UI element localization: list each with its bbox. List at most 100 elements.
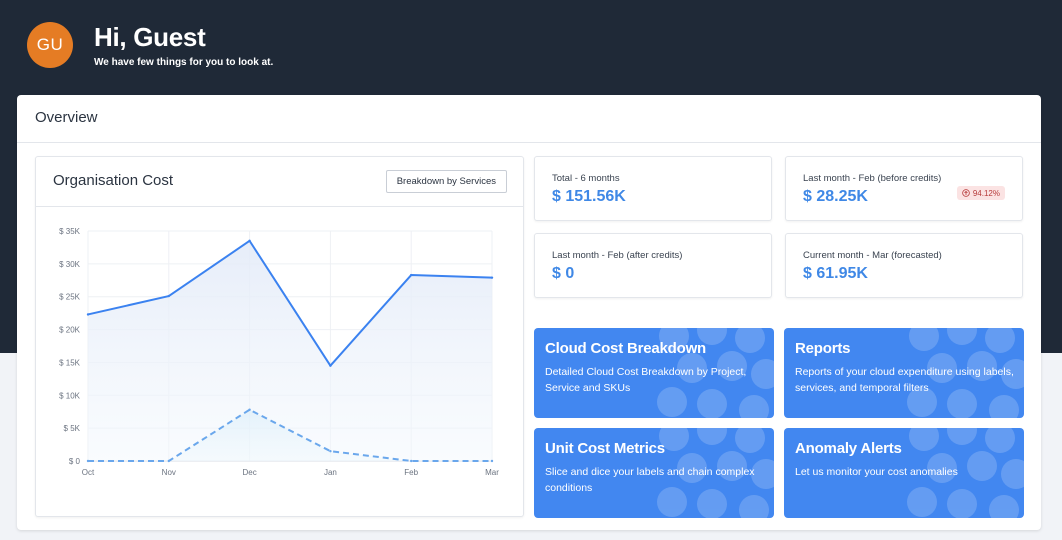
stat-value: $ 151.56K [552,188,626,205]
y-tick-label: $ 25K [59,293,81,302]
data-point [329,449,332,453]
tile-description: Let us monitor your cost anomalies [795,466,958,478]
tile-anomaly-alerts[interactable]: Anomaly Alerts Let us monitor your cost … [784,428,1024,518]
y-tick-label: $ 10K [59,391,81,400]
x-tick-label: Jan [324,468,337,477]
stat-current-month-forecast: Current month - Mar (forecasted) $ 61.95… [785,233,1023,298]
greeting-subtitle: We have few things for you to look at. [94,57,274,68]
data-point [329,364,332,367]
data-point [86,313,90,316]
tile-reports[interactable]: Reports Reports of your cloud expenditur… [784,328,1024,418]
pattern-circle [1001,459,1024,489]
stat-value: $ 61.95K [803,265,868,282]
x-tick-label: Dec [242,468,256,477]
tile-description: Slice and dice your labels and chain com… [545,466,755,494]
pattern-circle [657,387,687,417]
x-tick-label: Nov [162,468,176,477]
stat-last-month-before-credits: Last month - Feb (before credits) $ 28.2… [785,156,1023,221]
pattern-circle [947,428,977,445]
stat-value: $ 0 [552,265,575,282]
data-point [490,459,494,463]
pattern-circle [697,489,727,518]
pattern-circle [947,389,977,418]
pattern-circle [927,453,957,483]
pattern-circle [697,389,727,418]
pattern-circle [907,487,937,517]
pattern-circle [717,351,747,381]
pattern-circle [697,428,727,445]
avatar[interactable]: GU [27,22,73,68]
pattern-circle [989,495,1019,518]
stat-label: Last month - Feb (before credits) [803,173,942,184]
tile-unit-cost-metrics[interactable]: Unit Cost Metrics Slice and dice your la… [534,428,774,518]
pattern-circle [967,451,997,481]
y-tick-label: $ 15K [59,358,81,367]
pattern-circle [659,428,689,451]
arrow-up-circle-icon [962,189,970,197]
organisation-cost-card: Organisation Cost Breakdown by Services … [35,156,524,517]
overview-panel: Overview Organisation Cost Breakdown by … [17,95,1041,530]
tile-description: Detailed Cloud Cost Breakdown by Project… [545,366,747,394]
tile-title: Anomaly Alerts [795,440,902,457]
pattern-circle [985,328,1015,353]
x-tick-label: Oct [82,468,95,477]
pattern-circle [659,328,689,351]
data-point [248,408,251,411]
data-point [248,239,251,243]
x-tick-label: Mar [485,468,499,477]
tile-title: Reports [795,340,851,357]
pattern-circle [751,359,774,389]
pattern-circle [657,487,687,517]
tile-title: Cloud Cost Breakdown [545,340,707,357]
pattern-circle [967,351,997,381]
stat-label: Total - 6 months [552,173,620,184]
y-tick-label: $ 30K [59,260,81,269]
breakdown-by-services-button[interactable]: Breakdown by Services [385,170,507,193]
data-point [86,459,90,463]
pattern-circle [677,453,707,483]
data-point [167,459,170,463]
overview-title: Overview [17,95,1041,143]
y-tick-label: $ 5K [64,424,81,433]
pattern-circle [735,428,765,453]
tile-cloud-cost-breakdown[interactable]: Cloud Cost Breakdown Detailed Cloud Cost… [534,328,774,418]
data-point [167,294,170,298]
chart-title: Organisation Cost [53,172,174,189]
pattern-circle [735,328,765,353]
pattern-circle [751,459,774,489]
y-tick-label: $ 20K [59,326,81,335]
y-tick-label: $ 0 [69,457,81,466]
pattern-circle [909,428,939,451]
pattern-circle [907,387,937,417]
data-point [410,273,413,277]
data-point [410,459,413,463]
stat-value: $ 28.25K [803,188,868,205]
stat-last-month-after-credits: Last month - Feb (after credits) $ 0 [534,233,772,298]
pattern-circle [947,489,977,518]
pattern-circle [677,353,707,383]
pattern-circle [947,328,977,345]
stat-label: Last month - Feb (after credits) [552,250,683,261]
series-area [88,240,492,461]
series-line-dashed [88,408,492,462]
pattern-circle [1001,359,1024,389]
data-point [490,276,494,279]
tile-pattern-icon [907,428,1024,518]
pattern-circle [739,395,769,418]
pattern-circle [985,428,1015,453]
change-badge: 94.12% [956,186,1005,200]
stat-label: Current month - Mar (forecasted) [803,250,942,261]
pattern-circle [717,451,747,481]
organisation-cost-chart: $ 0 $ 5K $ 10K $ 15K $ 20K $ 25K $ 30K $ 35K Oct… [59,227,499,477]
pattern-circle [989,395,1019,418]
series-area [88,409,492,461]
x-tick-label: Feb [404,468,418,477]
tile-title: Unit Cost Metrics [545,440,665,457]
pattern-circle [909,328,939,351]
pattern-circle [697,328,727,345]
pattern-circle [739,495,769,518]
y-tick-label: $ 35K [59,227,81,236]
tile-pattern-icon [907,328,1024,418]
pattern-circle [927,353,957,383]
tile-description: Reports of your cloud expenditure using … [795,366,1014,394]
